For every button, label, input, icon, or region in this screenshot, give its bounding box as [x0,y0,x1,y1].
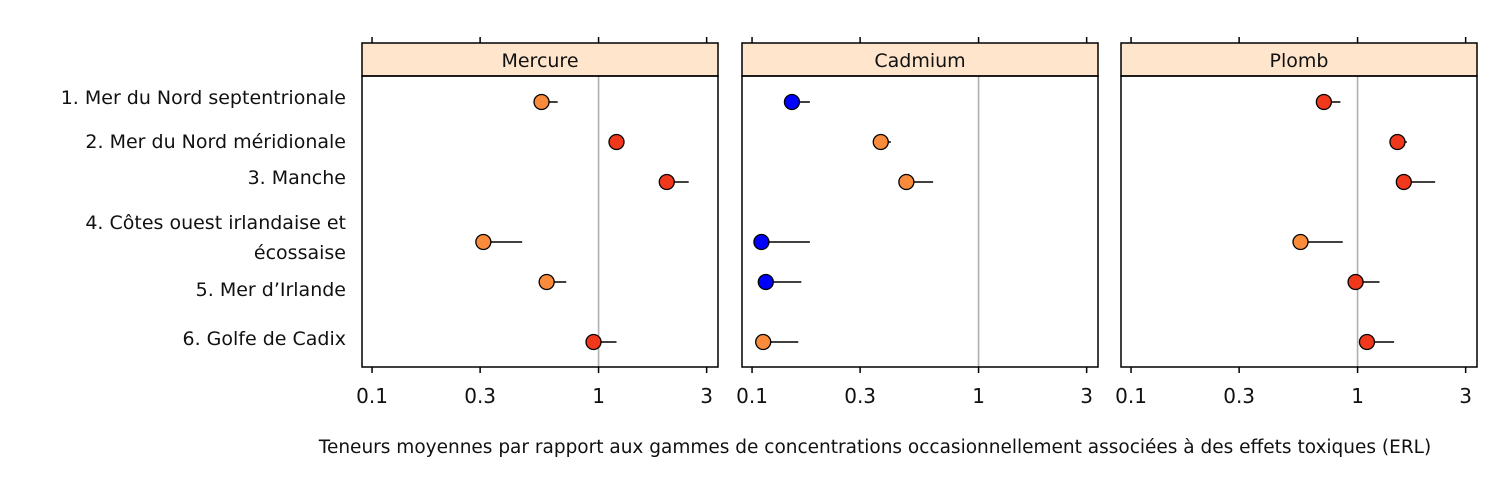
point-mercure-2 [608,133,625,151]
strip-title-plomb: Plomb [1270,50,1329,72]
point-cadmium-2 [872,133,889,151]
region-label-4-line1: 4. Côtes ouest irlandaise et [85,212,346,234]
strip-title-cadmium: Cadmium [874,50,965,72]
point-mercure-4 [475,233,492,251]
point-plomb-4 [1292,233,1309,251]
panel-mercure: Mercure 0.1 0.3 1 3 [356,37,719,408]
strip-title-mercure: Mercure [501,50,578,72]
point-plomb-2 [1389,133,1406,151]
tick-label: 0.1 [1115,384,1147,408]
panel-plomb: Plomb 0.1 0.3 1 3 [1115,37,1478,408]
panel-cadmium: Cadmium 0.1 0.3 1 3 [736,37,1099,408]
point-cadmium-1 [783,93,801,111]
point-cadmium-3 [898,173,915,191]
panel-frame-mercure [361,75,719,368]
x-axis-label: Teneurs moyennes par rapport aux gammes … [318,437,1431,458]
tick-label: 3 [1080,384,1093,408]
point-plomb-6 [1358,333,1376,351]
tick-label: 3 [700,384,713,408]
region-label-4-line2: écossaise [254,242,346,264]
tick-label: 0.1 [736,384,768,408]
region-label-6: 6. Golfe de Cadix [183,328,347,350]
point-cadmium-5 [757,273,774,291]
region-labels: 1. Mer du Nord septentrionale 2. Mer du … [61,87,346,350]
tick-label: 1 [972,384,985,408]
region-label-2: 2. Mer du Nord méridionale [85,131,346,153]
tick-label: 3 [1459,384,1472,408]
tick-label: 0.3 [844,384,876,408]
region-label-3: 3. Manche [248,167,346,189]
point-cadmium-4 [753,233,770,251]
panels: Mercure 0.1 0.3 1 3 Cadmium 0.1 0.3 1 3 Plomb 0.1 0.… [356,37,1478,408]
panel-frame-plomb [1120,75,1478,368]
point-plomb-1 [1315,93,1333,111]
tick-label: 0.3 [464,384,496,408]
tick-label: 1 [1351,384,1364,408]
panel-frame-cadmium [741,75,1099,368]
point-mercure-3 [658,173,675,191]
tick-label: 0.3 [1223,384,1255,408]
point-plomb-5 [1347,273,1364,291]
point-mercure-6 [585,333,602,351]
point-mercure-1 [533,93,550,111]
region-label-1: 1. Mer du Nord septentrionale [61,87,346,109]
strip-plomb [1120,42,1478,77]
point-mercure-5 [538,273,555,291]
tick-label: 0.1 [356,384,388,408]
region-label-5: 5. Mer d’Irlande [196,279,346,301]
point-plomb-3 [1395,173,1412,191]
tick-label: 1 [592,384,605,408]
point-cadmium-6 [755,333,772,351]
